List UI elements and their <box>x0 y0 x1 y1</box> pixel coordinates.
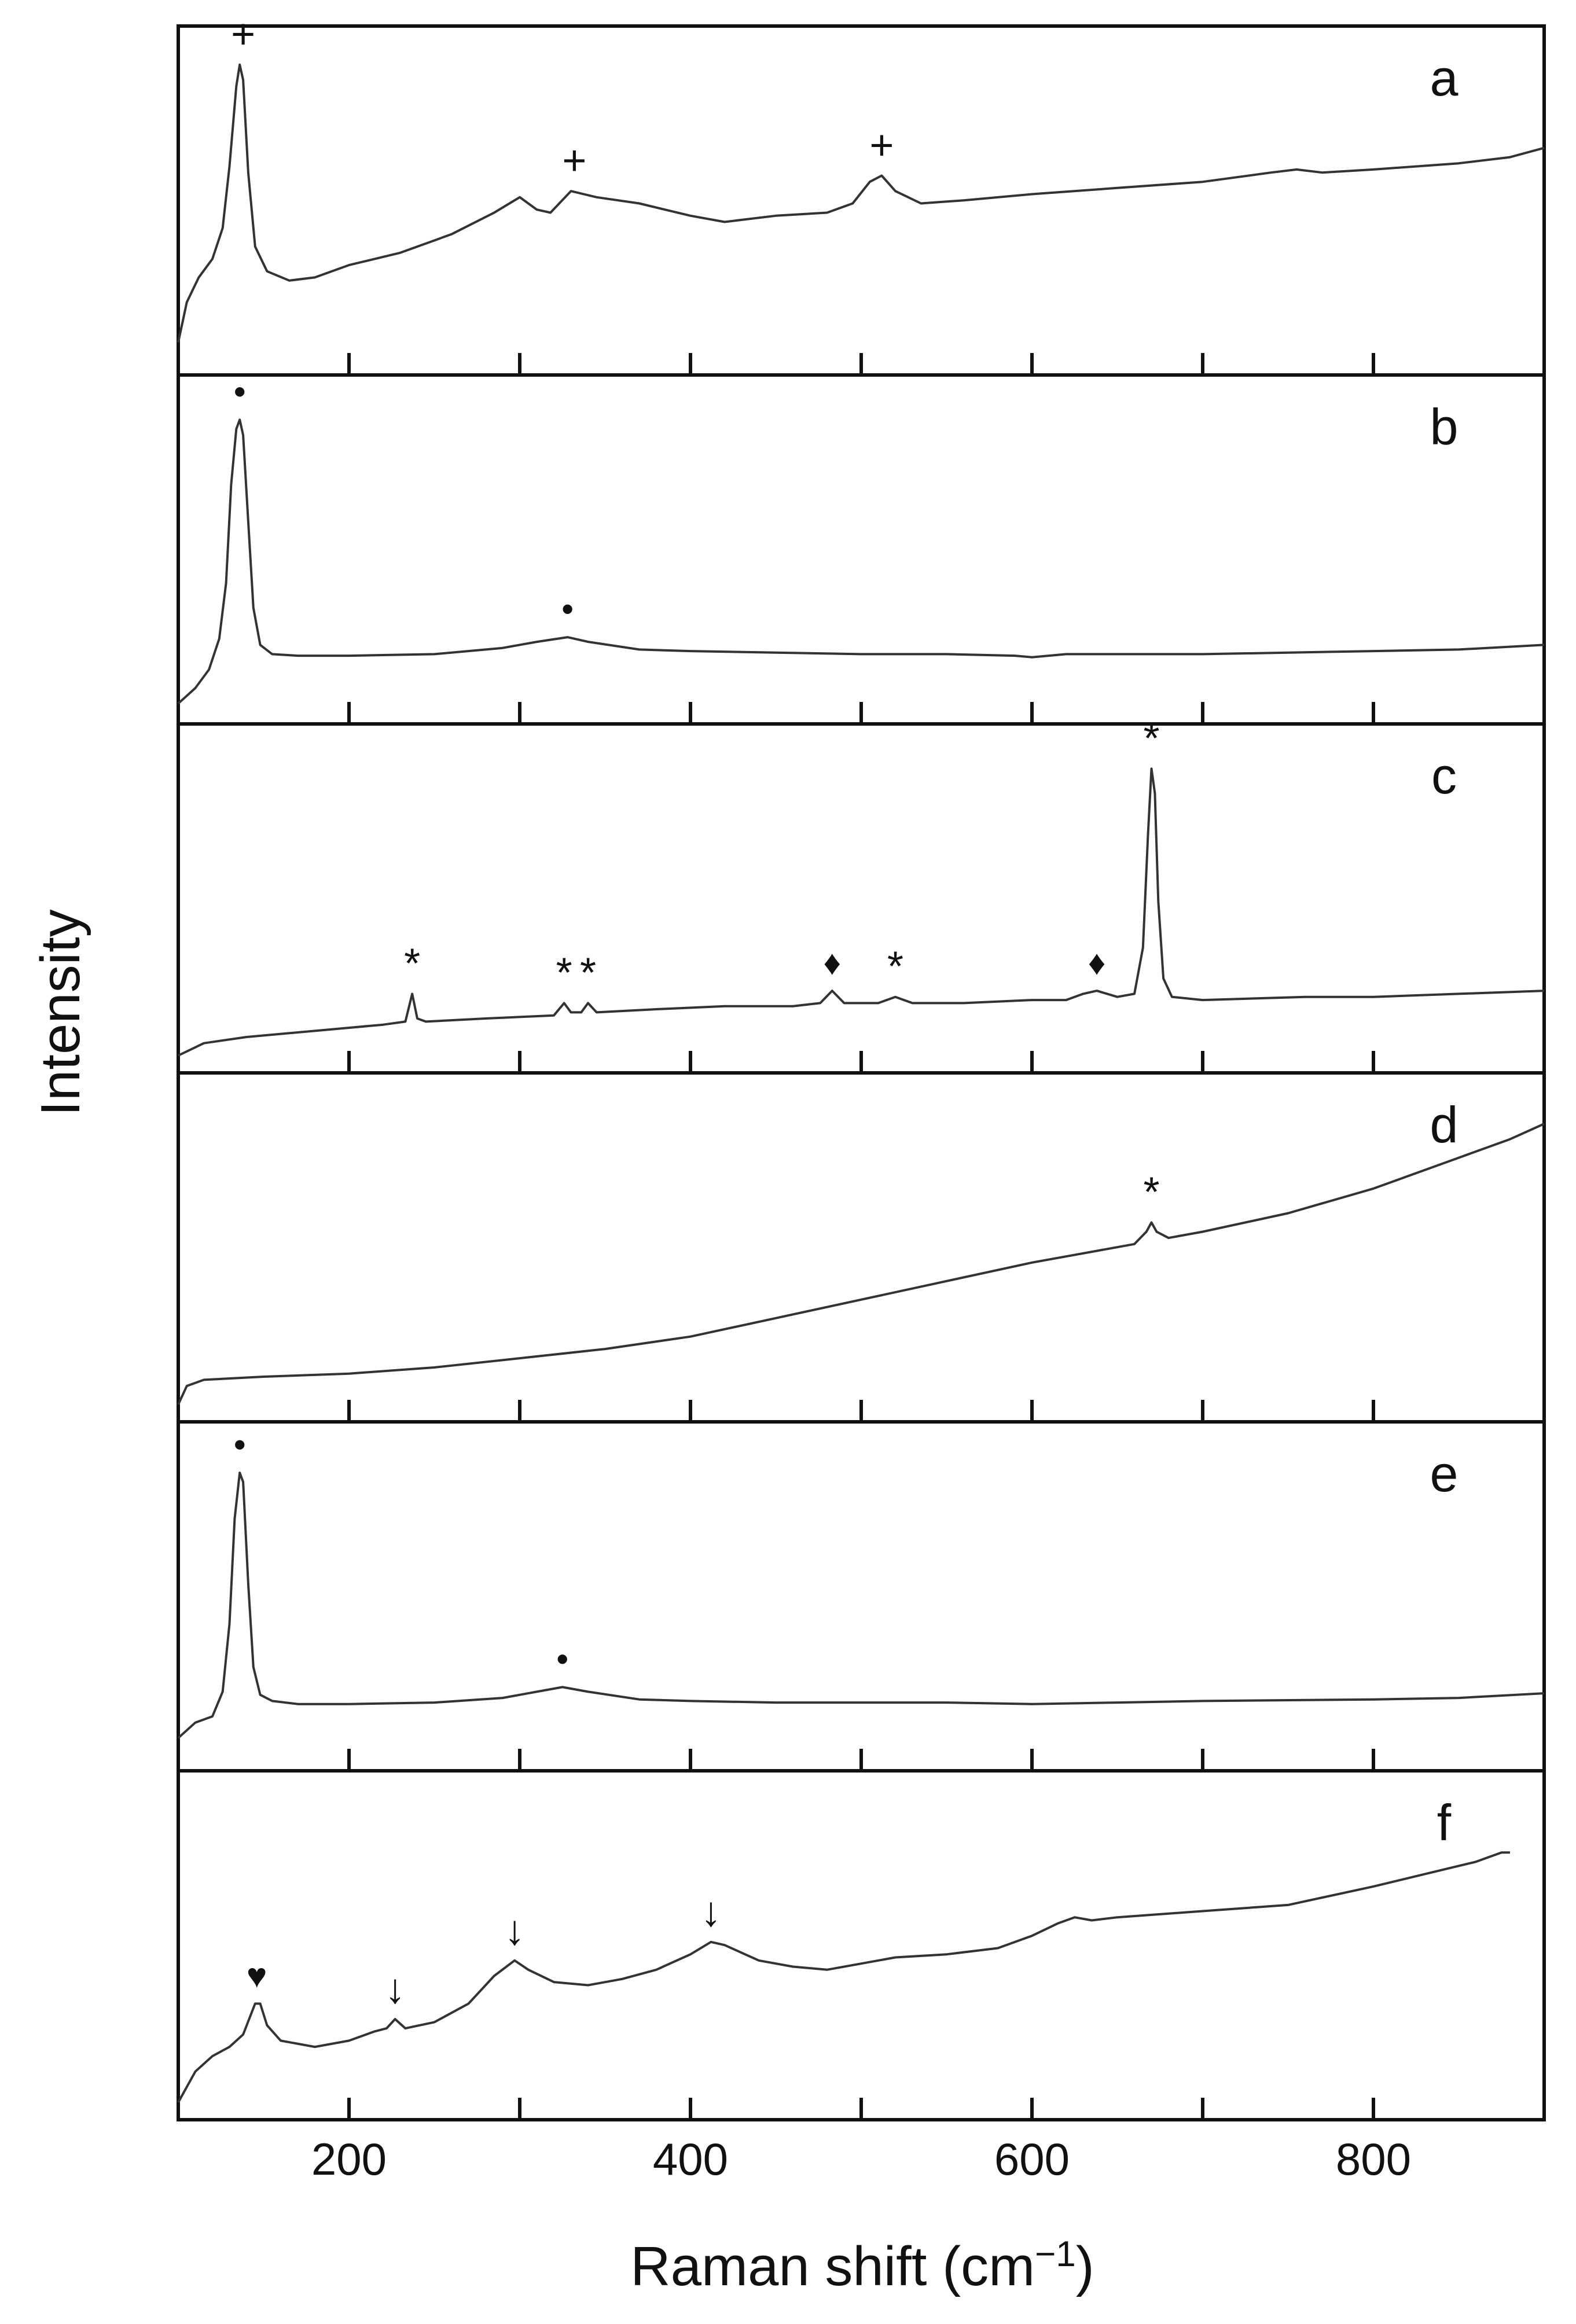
peak-marker-f-1: ↓ <box>385 1966 406 2012</box>
panel-label-c: c <box>1431 747 1457 804</box>
peak-marker-e-1: • <box>556 1639 568 1678</box>
spectrum-line-c <box>178 767 1545 1057</box>
peak-marker-f-3: ↓ <box>700 1889 721 1935</box>
spectrum-line-d <box>177 1123 1545 1405</box>
peak-marker-f-2: ↓ <box>504 1907 525 1954</box>
peak-marker-c-6: * <box>1143 715 1159 762</box>
x-axis-unit: (cm <box>942 2235 1035 2297</box>
x-axis-label-text: Raman shift <box>630 2235 927 2297</box>
panel-frame-d <box>177 1071 1546 1424</box>
spectrum-line-b <box>177 418 1545 705</box>
y-axis-label: Intensity <box>30 909 92 1116</box>
x-axis-label: Raman shift (cm−1) <box>630 2234 1094 2297</box>
peak-marker-b-0: • <box>234 372 246 411</box>
peak-marker-c-2: * <box>580 950 596 996</box>
panel-frame-b <box>177 373 1546 726</box>
panel-label-d: d <box>1430 1096 1459 1153</box>
panel-frame-c <box>177 722 1546 1075</box>
spectrum-line-e <box>177 1472 1545 1739</box>
panel-label-b: b <box>1430 398 1459 455</box>
x-tick-label-600: 600 <box>994 2134 1070 2185</box>
peak-marker-c-4: * <box>887 944 903 990</box>
peak-marker-a-0: + <box>231 12 255 58</box>
panel-label-e: e <box>1430 1445 1459 1502</box>
peak-marker-a-2: + <box>869 123 894 169</box>
peak-marker-c-5: ♦ <box>1088 943 1106 982</box>
x-axis-unit-exponent: −1 <box>1035 2234 1076 2274</box>
peak-marker-c-0: * <box>404 940 420 987</box>
panel-label-a: a <box>1430 49 1459 106</box>
panel-label-f: f <box>1437 1794 1452 1851</box>
x-tick-label-800: 800 <box>1336 2134 1411 2185</box>
peak-marker-c-1: * <box>556 950 572 996</box>
panel-frame-e <box>177 1420 1546 1773</box>
peak-marker-b-1: • <box>561 590 574 628</box>
peak-marker-f-0: ♥ <box>247 1956 267 1995</box>
spectrum-line-a <box>177 63 1545 343</box>
x-tick-label-400: 400 <box>653 2134 728 2185</box>
peak-marker-d-0: * <box>1143 1170 1159 1216</box>
y-axis-label-wrap: Intensity <box>12 810 110 1215</box>
peak-marker-e-0: • <box>234 1425 246 1464</box>
panel-frame-f <box>177 1769 1546 2121</box>
spectrum-line-f <box>177 1851 1510 2103</box>
panel-frame-a <box>177 24 1546 377</box>
peak-marker-c-3: ♦ <box>824 943 842 982</box>
peak-marker-a-1: + <box>562 138 586 184</box>
x-tick-label-200: 200 <box>311 2134 387 2185</box>
